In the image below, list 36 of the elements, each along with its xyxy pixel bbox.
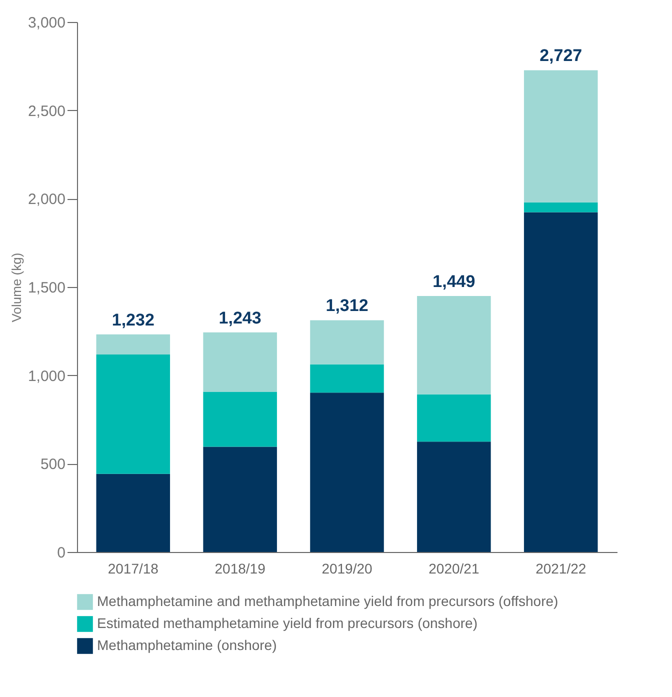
bar (203, 332, 277, 392)
legend-label: Methamphetamine and methamphetamine yield from precursors (offshore) (97, 593, 558, 609)
total-label: 1,312 (326, 296, 368, 316)
legend-label: Estimated methamphetamine yield from precursors (onshore) (97, 615, 478, 631)
x-tick-label: 2017/18 (108, 560, 159, 576)
legend-label: Methamphetamine (onshore) (97, 637, 277, 653)
bar (310, 320, 384, 364)
bar (96, 354, 170, 474)
y-tick-label: 500 (40, 456, 66, 474)
y-tick-label: 0 (57, 544, 66, 562)
x-tick-label: 2021/22 (536, 560, 586, 576)
total-label: 1,243 (218, 308, 262, 328)
y-tick-label: 1,500 (28, 280, 66, 296)
bar (417, 442, 491, 552)
bar (524, 70, 598, 202)
bar (203, 446, 277, 552)
bar (524, 212, 598, 552)
y-axis-title: Volume (kg) (8, 252, 24, 322)
bar (203, 392, 277, 447)
bar (417, 296, 491, 394)
bar (96, 474, 170, 552)
bar (96, 334, 170, 354)
bar (524, 202, 598, 212)
y-tick-label: 1,000 (28, 368, 66, 385)
y-tick-label: 2,000 (28, 191, 66, 208)
bar (310, 364, 384, 393)
y-tick-label: 2,500 (28, 102, 66, 120)
total-label: 1,449 (432, 272, 476, 292)
total-label: 1,232 (112, 310, 154, 330)
y-tick-label: 3,000 (28, 14, 66, 32)
x-tick-label: 2019/20 (322, 560, 373, 576)
bar (310, 392, 384, 552)
bar (417, 394, 491, 442)
x-tick-label: 2018/19 (214, 560, 266, 576)
x-tick-label: 2020/21 (428, 560, 480, 576)
total-label: 2,727 (540, 46, 582, 66)
